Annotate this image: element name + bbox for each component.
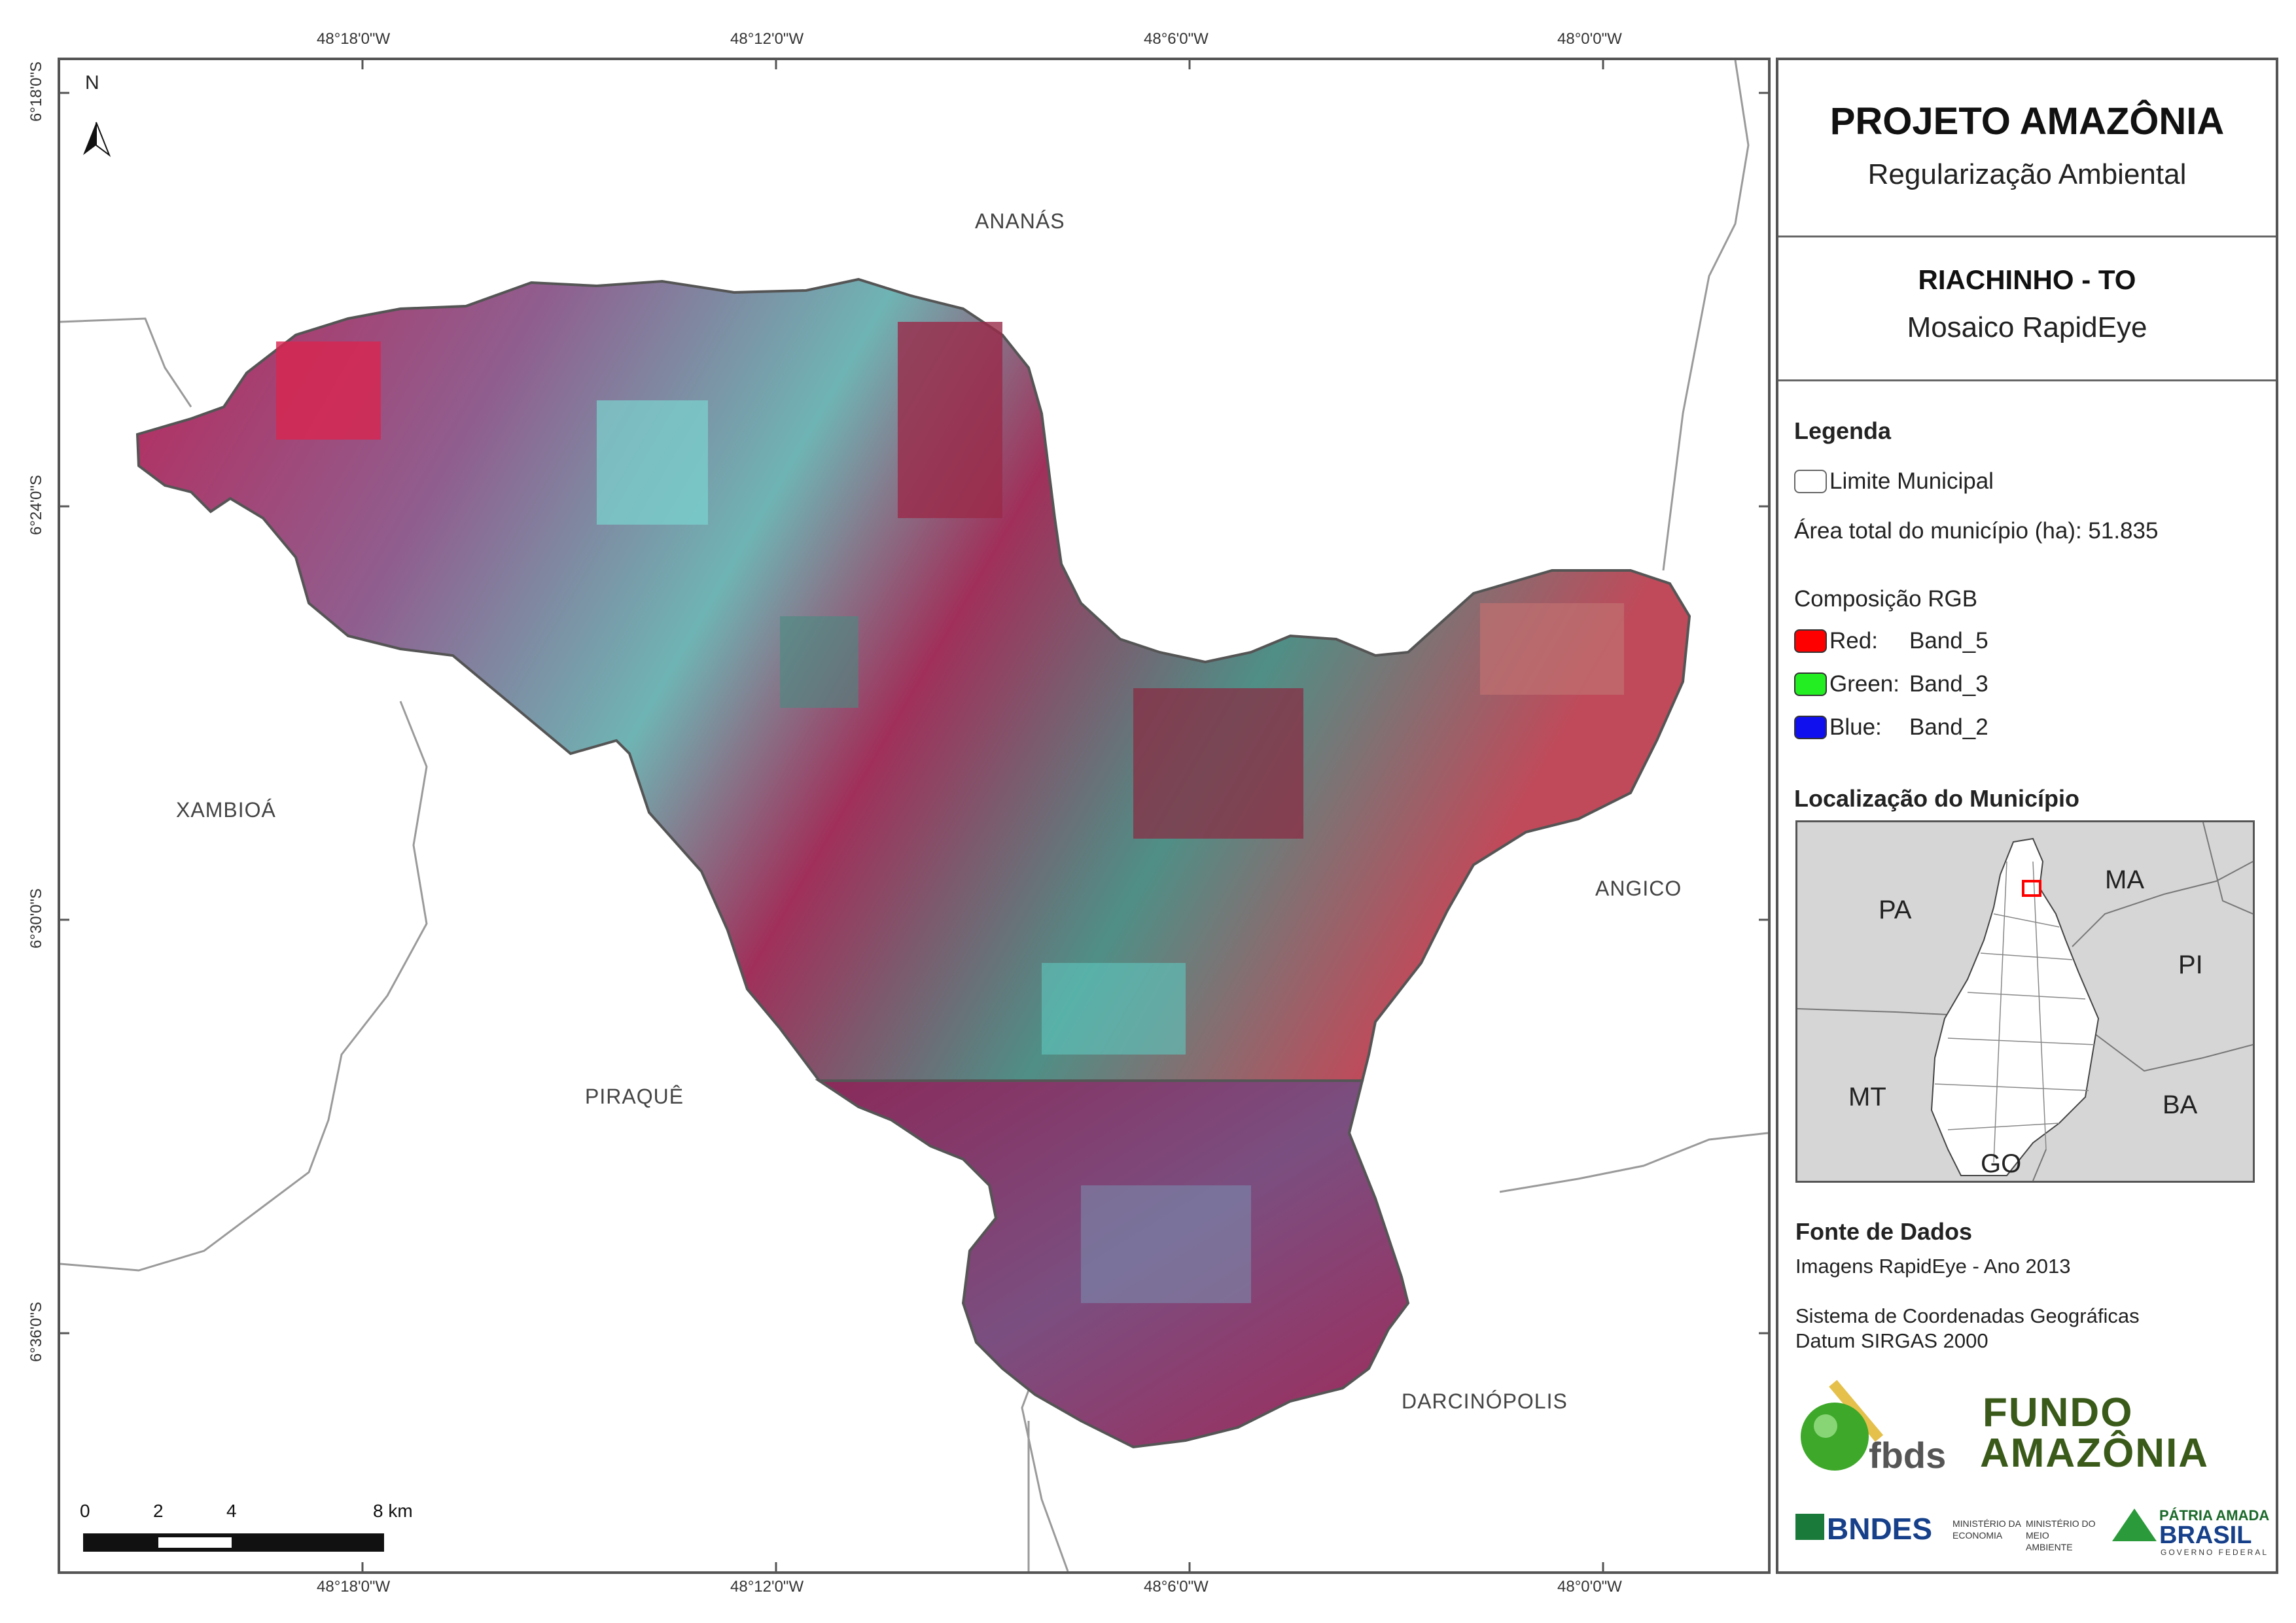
lat-label-3: 6°30'0"S: [27, 888, 46, 949]
sources-crs: Sistema de Coordenadas Geográficas: [1795, 1304, 2140, 1327]
lat-label-1: 6°18'0"S: [27, 61, 46, 122]
gov-text: GOVERNO FEDERAL: [2161, 1548, 2269, 1557]
page-subtitle: Regularização Ambiental: [1867, 158, 2187, 190]
divider: [1778, 379, 2276, 381]
lon-label-top-2: 48°12'0"W: [730, 30, 804, 48]
brasil-text: BRASIL: [2159, 1522, 2252, 1549]
fbds-text: fbds: [1869, 1435, 1947, 1476]
municipality-label-angico: ANGICO: [1595, 877, 1682, 900]
municipality-label-darcinopolis: DARCINÓPOLIS: [1402, 1389, 1568, 1413]
green-band-swatch-icon: [1794, 672, 1827, 696]
map-canvas[interactable]: [60, 60, 1768, 1571]
red-band-name: Red:: [1829, 628, 1878, 654]
mosaic-title: Mosaico RapidEye: [1907, 311, 2147, 343]
municipality-label-xambioa: XAMBIOÁ: [176, 798, 276, 822]
lat-label-2: 6°24'0"S: [27, 474, 46, 536]
north-label: N: [85, 72, 99, 94]
graticule-ticks: [60, 60, 1768, 1571]
inset-label-go: GO: [1981, 1149, 2022, 1178]
divider: [1778, 236, 2276, 237]
municipality-label-ananas: ANANÁS: [975, 209, 1065, 233]
legend-panel: PROJETO AMAZÔNIA Regularização Ambiental…: [1776, 58, 2278, 1574]
map-frame[interactable]: N ANANÁS XAMBIOÁ ANGICO PIRAQUÊ DARCINÓP…: [58, 58, 1771, 1574]
inset-canvas: [1797, 822, 2253, 1181]
brasil-flag-icon: [2112, 1509, 2157, 1541]
min-economia-text: MINISTÉRIO DA ECONOMIA: [1952, 1518, 2021, 1541]
legend-heading: Legenda: [1794, 417, 1892, 444]
blue-band-value: Band_2: [1909, 714, 1988, 740]
inset-label-pa: PA: [1879, 896, 1912, 924]
lon-label-bottom-2: 48°12'0"W: [730, 1578, 804, 1596]
sources-datum: Datum SIRGAS 2000: [1795, 1329, 1988, 1352]
tocantins-state-outline: [1930, 837, 2100, 1176]
lon-label-top-4: 48°0'0"W: [1557, 30, 1622, 48]
lat-label-4: 6°36'0"S: [27, 1301, 46, 1363]
min-meio-text: MINISTÉRIO DO MEIO AMBIENTE: [2026, 1518, 2096, 1552]
red-band-value: Band_5: [1909, 628, 1988, 654]
bndes-logo-icon: [1795, 1514, 1824, 1540]
patria-text: PÁTRIA AMADA: [2159, 1507, 2270, 1524]
blue-band-swatch-icon: [1794, 716, 1827, 739]
inset-label-ba: BA: [2163, 1091, 2198, 1119]
location-inset-map[interactable]: PA MA PI MT BA GO: [1795, 820, 2255, 1183]
scale-label-4: 4: [226, 1501, 237, 1521]
riachinho-boundary: [135, 277, 1691, 1082]
municipality-title: RIACHINHO - TO: [1918, 264, 2136, 295]
lon-label-bottom-3: 48°6'0"W: [1144, 1578, 1209, 1596]
boundary-label: Limite Municipal: [1829, 468, 1994, 494]
inset-label-pi: PI: [2178, 951, 2203, 979]
scale-bar: [83, 1533, 384, 1552]
red-band-swatch-icon: [1794, 629, 1827, 653]
municipality-imagery[interactable]: [135, 277, 1691, 1449]
lon-label-top-1: 48°18'0"W: [317, 30, 391, 48]
inset-label-mt: MT: [1848, 1083, 1886, 1111]
location-marker-icon: [2022, 880, 2041, 897]
fbds-logo: fbds: [1795, 1371, 1966, 1476]
location-heading: Localização do Município: [1794, 785, 2080, 812]
inset-label-ma: MA: [2105, 865, 2144, 894]
page-title: PROJETO AMAZÔNIA: [1829, 100, 2225, 143]
municipality-label-piraque: PIRAQUÊ: [585, 1085, 684, 1108]
area-text: Área total do município (ha): 51.835: [1794, 518, 2159, 544]
green-band-value: Band_3: [1909, 671, 1988, 697]
north-arrow-icon: [83, 122, 111, 157]
fbds-logo-icon: [1801, 1380, 1884, 1471]
blue-band-name: Blue:: [1829, 714, 1882, 740]
lon-label-bottom-4: 48°0'0"W: [1557, 1578, 1622, 1596]
scale-label-0: 0: [80, 1501, 90, 1521]
sources-heading: Fonte de Dados: [1795, 1218, 1973, 1245]
scale-label-2: 2: [153, 1501, 164, 1521]
fundo-logo-line1: FUNDO: [1983, 1390, 2134, 1435]
lon-label-top-3: 48°6'0"W: [1144, 30, 1209, 48]
scale-label-8: 8 km: [373, 1501, 413, 1521]
sources-imagery: Imagens RapidEye - Ano 2013: [1795, 1255, 2071, 1278]
lon-label-bottom-1: 48°18'0"W: [317, 1578, 391, 1596]
fundo-logo-line2: AMAZÔNIA: [1980, 1431, 2210, 1476]
boundary-swatch-icon: [1794, 470, 1827, 493]
bndes-logo: BNDES: [1827, 1512, 1933, 1546]
green-band-name: Green:: [1829, 671, 1899, 697]
rgb-heading: Composição RGB: [1794, 586, 1978, 612]
